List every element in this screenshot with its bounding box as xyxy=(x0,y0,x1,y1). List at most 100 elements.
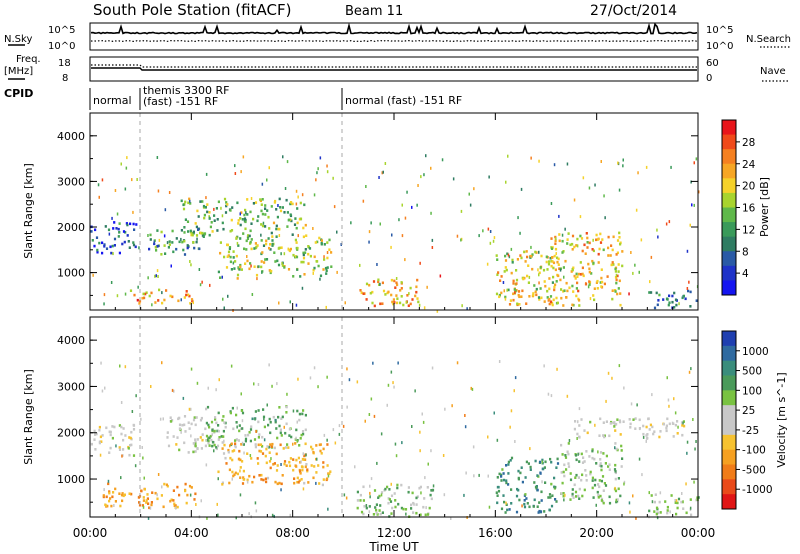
heatmap-cell xyxy=(100,361,102,365)
heatmap-cell xyxy=(206,210,209,214)
heatmap-cell xyxy=(425,154,427,158)
heatmap-cell xyxy=(295,241,298,244)
heatmap-cell xyxy=(241,460,244,463)
heatmap-cell xyxy=(496,476,499,479)
heatmap-cell xyxy=(240,392,242,396)
heatmap-cell xyxy=(372,361,374,365)
heatmap-cell xyxy=(183,296,186,299)
cpid-segment-2-line1: themis 3300 RF xyxy=(143,84,230,97)
heatmap-cell xyxy=(124,292,127,296)
heatmap-cell xyxy=(525,460,528,464)
heatmap-cell xyxy=(306,468,309,471)
heatmap-cell xyxy=(573,198,576,202)
heatmap-cell xyxy=(516,258,519,261)
heatmap-cell xyxy=(404,216,407,220)
heatmap-cell xyxy=(238,429,241,433)
heatmap-cell xyxy=(539,460,542,464)
heatmap-cell xyxy=(379,302,382,306)
colorbar-tick-label: 500 xyxy=(742,366,762,378)
heatmap-cell xyxy=(224,211,228,214)
heatmap-cell xyxy=(596,287,599,290)
heatmap-cell xyxy=(95,236,99,239)
heatmap-cell xyxy=(193,416,196,419)
heatmap-cell xyxy=(346,405,348,409)
heatmap-cell xyxy=(577,494,580,498)
heatmap-cell xyxy=(345,496,348,500)
heatmap-cell xyxy=(373,414,376,418)
heatmap-cell xyxy=(322,461,325,464)
heatmap-cell xyxy=(319,449,322,453)
heatmap-cell xyxy=(188,294,191,298)
heatmap-cell xyxy=(105,495,108,499)
heatmap-cell xyxy=(204,444,207,448)
heatmap-cell xyxy=(417,300,420,304)
heatmap-cell xyxy=(208,216,211,220)
colorbar-tick-label: 20 xyxy=(742,181,755,193)
heatmap-cell xyxy=(172,435,175,438)
heatmap-cell xyxy=(529,468,532,471)
heatmap-cell xyxy=(561,251,564,254)
heatmap-cell xyxy=(217,470,220,474)
heatmap-cell xyxy=(360,291,363,295)
heatmap-cell xyxy=(266,209,269,212)
heatmap-cell xyxy=(608,495,611,499)
heatmap-cell xyxy=(350,221,352,225)
heatmap-cell xyxy=(554,247,558,251)
heatmap-cell xyxy=(157,473,160,476)
heatmap-cell xyxy=(536,474,539,477)
colorbar-block xyxy=(722,360,736,376)
heatmap-cell xyxy=(592,238,594,242)
heatmap-cell xyxy=(642,435,645,439)
heatmap-cell xyxy=(615,273,618,277)
heatmap-cell xyxy=(183,441,186,445)
heatmap-cell xyxy=(418,303,421,307)
heatmap-cell xyxy=(551,281,554,284)
heatmap-cell xyxy=(236,241,239,245)
heatmap-cell xyxy=(134,245,137,249)
heatmap-cell xyxy=(611,297,614,301)
heatmap-cell xyxy=(506,252,509,256)
heatmap-cell xyxy=(428,506,431,510)
heatmap-cell xyxy=(239,263,242,267)
heatmap-cell xyxy=(629,422,632,426)
heatmap-cell xyxy=(496,258,499,261)
station-title: South Pole Station (fitACF) xyxy=(93,1,291,19)
heatmap-cell xyxy=(505,464,508,467)
heatmap-cell xyxy=(260,265,263,269)
heatmap-cell xyxy=(243,213,246,217)
heatmap-cell xyxy=(592,496,595,499)
heatmap-cell xyxy=(636,403,638,407)
heatmap-cell xyxy=(244,208,247,212)
heatmap-cell xyxy=(538,159,540,163)
heatmap-cell xyxy=(297,456,300,460)
heatmap-cell xyxy=(561,453,564,456)
heatmap-cell xyxy=(657,235,659,239)
heatmap-cell xyxy=(151,491,154,494)
heatmap-cell xyxy=(103,243,106,246)
heatmap-cell xyxy=(578,460,581,463)
heatmap-cell xyxy=(668,220,671,224)
heatmap-cell xyxy=(281,206,284,209)
heatmap-cell xyxy=(246,237,250,240)
heatmap-cell xyxy=(189,302,192,305)
heatmap-cell xyxy=(553,476,556,480)
heatmap-cell xyxy=(665,297,669,301)
heatmap-cell xyxy=(207,438,209,442)
heatmap-cell xyxy=(688,370,691,374)
heatmap-cell xyxy=(526,502,529,505)
heatmap-cell xyxy=(292,442,294,446)
heatmap-cell xyxy=(296,207,299,210)
heatmap-cell xyxy=(386,485,389,489)
heatmap-cell xyxy=(244,227,247,231)
heatmap-cell xyxy=(199,436,202,439)
colorbar-block xyxy=(722,149,736,165)
heatmap-cell xyxy=(492,239,495,243)
heatmap-cell xyxy=(305,234,308,237)
heatmap-cell xyxy=(377,278,380,282)
heatmap-cell xyxy=(288,248,291,252)
heatmap-cell xyxy=(618,188,621,192)
heatmap-cell xyxy=(244,220,247,224)
heatmap-cell xyxy=(120,401,123,404)
heatmap-cell xyxy=(303,203,306,207)
heatmap-cell xyxy=(526,274,529,278)
